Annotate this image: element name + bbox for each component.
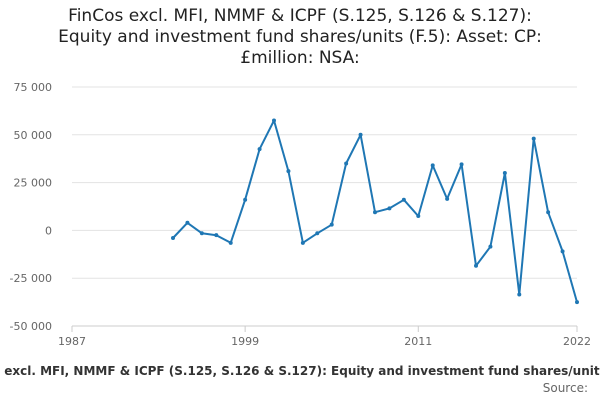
data-point bbox=[401, 197, 406, 202]
data-point bbox=[502, 171, 507, 176]
x-tick-label: 2011 bbox=[404, 335, 432, 348]
data-point bbox=[546, 210, 551, 215]
y-tick-label: -50 000 bbox=[10, 320, 52, 333]
data-point bbox=[286, 169, 291, 174]
y-tick-label: -25 000 bbox=[10, 272, 52, 285]
data-point bbox=[445, 196, 450, 201]
data-point bbox=[171, 236, 175, 241]
data-point bbox=[560, 249, 565, 254]
data-point bbox=[228, 240, 233, 245]
data-point bbox=[373, 210, 377, 215]
data-point bbox=[315, 231, 320, 236]
data-point bbox=[243, 197, 248, 202]
data-point bbox=[300, 240, 305, 245]
data-point bbox=[474, 263, 478, 268]
data-point bbox=[358, 132, 363, 137]
y-tick-label: 0 bbox=[45, 224, 52, 237]
data-point bbox=[459, 162, 464, 167]
chart-title-line-2: Equity and investment fund shares/units … bbox=[58, 27, 542, 47]
chart-title: FinCos excl. MFI, NMMF & ICPF (S.125, S.… bbox=[0, 6, 600, 69]
x-tick-label: 2022 bbox=[563, 335, 591, 348]
data-point bbox=[430, 163, 435, 168]
data-point bbox=[199, 231, 204, 236]
chart-title-line-3: £million: NSA: bbox=[240, 48, 360, 68]
data-point bbox=[517, 292, 522, 297]
x-tick-label: 1987 bbox=[58, 335, 86, 348]
data-point bbox=[257, 147, 262, 152]
data-point bbox=[329, 222, 334, 227]
chart-title-line-1: FinCos excl. MFI, NMMF & ICPF (S.125, S.… bbox=[68, 6, 532, 26]
y-tick-label: 75 000 bbox=[14, 81, 53, 94]
source-label: Source: bbox=[542, 381, 588, 395]
y-tick-label: 50 000 bbox=[14, 129, 53, 142]
x-tick-label: 1999 bbox=[231, 335, 259, 348]
data-point bbox=[575, 300, 579, 305]
data-point bbox=[416, 214, 421, 219]
y-tick-label: 25 000 bbox=[14, 177, 53, 190]
data-point bbox=[488, 244, 493, 249]
data-point bbox=[214, 233, 219, 238]
data-point bbox=[387, 206, 392, 211]
series-caption-text: FinCos excl. MFI, NMMF & ICPF (S.125, S.… bbox=[0, 364, 600, 378]
series-caption: FinCos excl. MFI, NMMF & ICPF (S.125, S.… bbox=[0, 364, 600, 378]
data-point bbox=[531, 136, 536, 141]
data-point bbox=[272, 118, 276, 123]
data-point bbox=[344, 161, 349, 166]
data-point bbox=[185, 220, 190, 225]
